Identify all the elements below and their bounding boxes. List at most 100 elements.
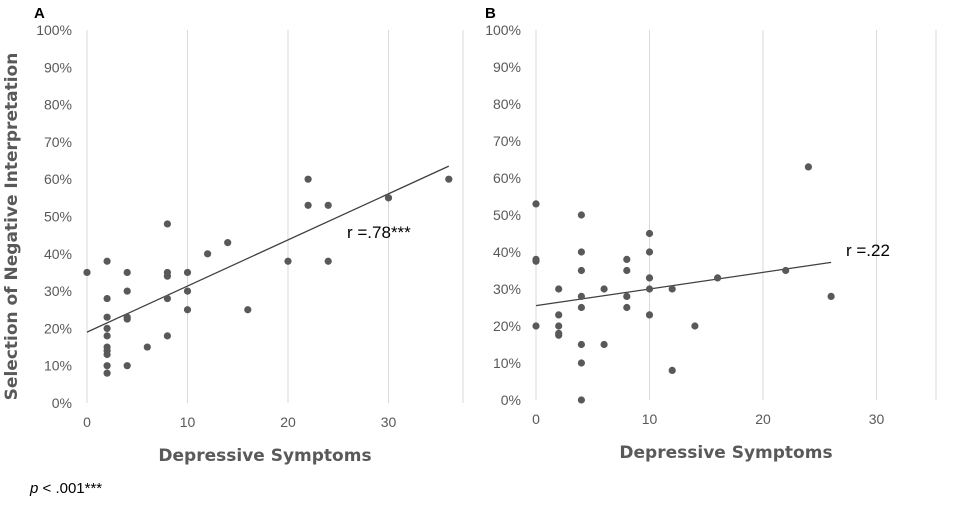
panel-label: B [485, 5, 496, 22]
data-point [183, 268, 192, 277]
data-point [577, 248, 586, 256]
data-point [384, 194, 393, 202]
x-axis-title: Depressive Symptoms [619, 443, 832, 463]
data-point [577, 340, 586, 349]
y-tick-label: 40% [493, 244, 521, 260]
data-point [123, 268, 131, 277]
data-point [804, 163, 813, 171]
data-point [645, 229, 654, 238]
y-tick-label: 10% [493, 355, 521, 371]
x-tick-label: 10 [180, 414, 196, 430]
significance-footnote: p < .001*** [30, 480, 102, 497]
data-point [103, 350, 111, 359]
data-point [163, 220, 171, 228]
data-point [224, 239, 232, 247]
data-point [123, 287, 131, 295]
y-tick-label: 60% [493, 170, 521, 186]
data-point [827, 292, 835, 300]
data-point [645, 274, 654, 282]
data-point [623, 255, 631, 263]
data-point [555, 331, 563, 339]
y-tick-label: 0% [501, 392, 521, 408]
data-point [103, 257, 111, 265]
data-point [103, 313, 111, 321]
data-point [555, 322, 563, 330]
y-tick-label: 30% [493, 281, 521, 297]
data-point [304, 201, 312, 209]
panel-a: 0% 10% 20% 30% 40% 50% 60% 70% 80% 90% 100% 0 10 20 30… [2, 5, 464, 466]
data-point [183, 287, 192, 295]
data-point [532, 322, 540, 330]
data-point [577, 359, 586, 367]
data-point [103, 369, 111, 377]
data-point [577, 396, 586, 404]
footnote-p-symbol: p [30, 480, 39, 497]
x-tick-label: 0 [532, 411, 540, 427]
data-point [623, 266, 631, 275]
x-tick-label: 20 [280, 414, 296, 430]
data-point [103, 332, 111, 340]
data-point [324, 201, 332, 209]
y-tick-label: 80% [493, 96, 521, 112]
data-point [532, 257, 540, 265]
data-point [532, 200, 540, 208]
y-tick-label: 50% [44, 209, 72, 225]
y-tick-label: 50% [493, 207, 521, 223]
y-tick-label: 70% [44, 134, 72, 150]
data-point [103, 362, 111, 370]
y-axis-title: Selection of Negative Interpretation [2, 53, 22, 401]
panel-label: A [34, 5, 45, 22]
y-tick-label: 10% [44, 358, 72, 374]
data-point [714, 274, 722, 282]
data-point [103, 324, 111, 332]
data-point [782, 266, 790, 275]
data-point [123, 315, 131, 323]
data-point [668, 366, 676, 374]
data-point [668, 285, 676, 293]
panel-b: 0% 10% 20% 30% 40% 50% 60% 70% 80% 90% 100% 0 10 20 30… [485, 5, 937, 463]
x-tick-label: 0 [83, 414, 91, 430]
data-point [304, 175, 312, 183]
data-point [123, 362, 131, 370]
y-tick-label: 30% [44, 283, 72, 299]
data-point [600, 340, 608, 349]
data-point [244, 306, 252, 314]
data-point [577, 211, 586, 219]
data-point [623, 292, 631, 300]
data-point [163, 332, 171, 340]
y-tick-label: 100% [36, 22, 72, 38]
data-point [577, 292, 586, 300]
data-point [623, 303, 631, 312]
data-point [645, 311, 654, 319]
x-tick-label: 10 [642, 411, 658, 427]
data-point [577, 266, 586, 275]
trendline [86, 165, 450, 333]
correlation-label: r =.78*** [347, 223, 411, 242]
data-point [83, 268, 91, 277]
y-tick-label: 20% [493, 318, 521, 334]
y-tick-label: 90% [44, 59, 72, 75]
data-point [577, 303, 586, 312]
y-tick-label: 100% [485, 22, 521, 38]
x-axis-title: Depressive Symptoms [158, 446, 371, 466]
data-point [555, 285, 563, 293]
data-point [183, 306, 192, 314]
data-point [445, 175, 453, 183]
data-point [600, 285, 608, 293]
data-point [143, 343, 151, 351]
x-tick-label: 30 [869, 411, 885, 427]
correlation-label: r =.22 [846, 241, 890, 260]
y-tick-label: 90% [493, 59, 521, 75]
y-tick-label: 20% [44, 320, 72, 336]
y-tick-label: 80% [44, 97, 72, 113]
data-point [163, 272, 171, 280]
data-point [645, 248, 654, 256]
data-point [324, 257, 332, 265]
x-tick-label: 30 [381, 414, 397, 430]
footnote-text: < .001*** [38, 480, 103, 497]
data-point [204, 250, 212, 258]
trendline [535, 261, 832, 307]
y-tick-label: 60% [44, 171, 72, 187]
data-point [645, 285, 654, 293]
